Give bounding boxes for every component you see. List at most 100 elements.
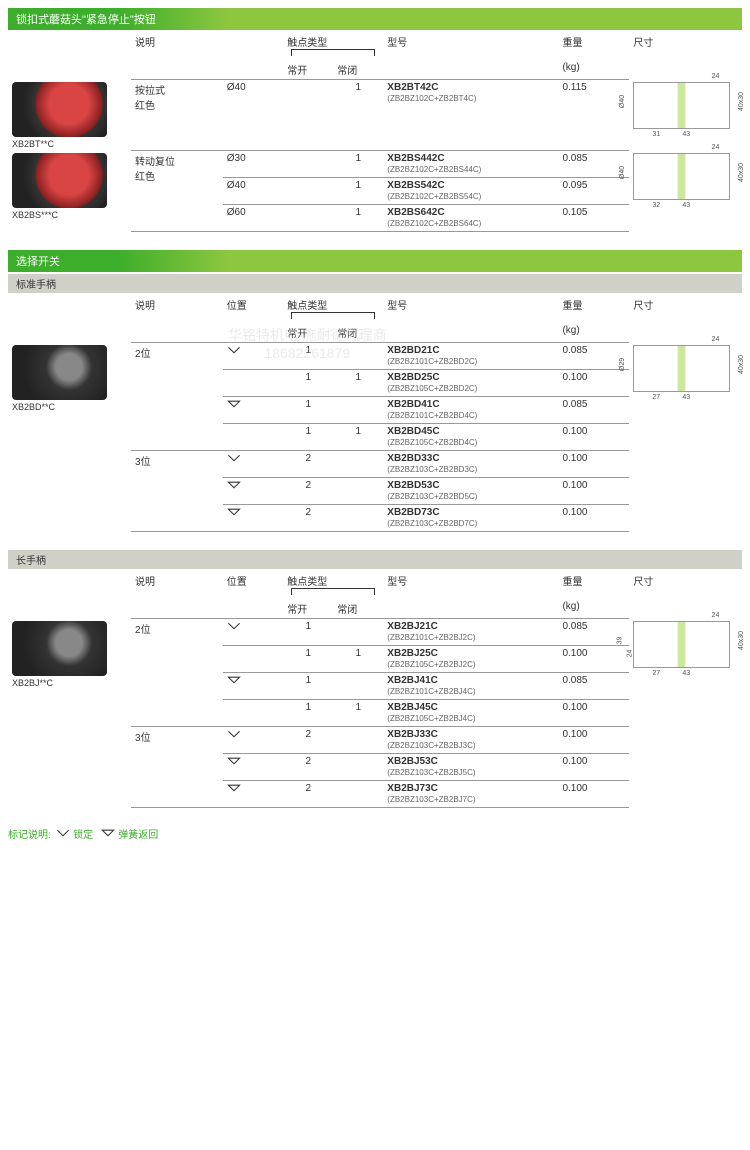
product-table: 说明 位置 触点类型 型号 重量 尺寸 常开 常闭 (kg) XB2BD**C2…: [8, 295, 742, 532]
no-cell: [283, 178, 333, 205]
section-subtitle: 长手柄: [8, 550, 742, 569]
desc-cell: 转动复位红色: [131, 151, 223, 232]
col-model: 型号: [383, 295, 558, 323]
nc-cell: [333, 343, 383, 370]
model-cell: XB2BJ45C(ZB2BZ105C+ZB2BJ4C): [383, 700, 558, 727]
no-cell: 1: [283, 424, 333, 451]
pos-cell: [223, 727, 283, 754]
no-cell: 2: [283, 727, 333, 754]
product-image: [12, 345, 107, 400]
model-cell: XB2BJ25C(ZB2BZ105C+ZB2BJ2C): [383, 646, 558, 673]
dimension-drawing: Ø40 32 43 24 40x30: [633, 153, 730, 200]
col-dim: 尺寸: [629, 295, 742, 323]
model-cell: XB2BJ21C(ZB2BZ101C+ZB2BJ2C): [383, 619, 558, 646]
dimension-drawing: Ø40 31 43 24 40x30: [633, 82, 730, 129]
no-cell: [283, 151, 333, 178]
weight-cell: 0.100: [558, 370, 629, 397]
model-cell: XB2BD73C(ZB2BZ103C+ZB2BD7C): [383, 505, 558, 532]
model-cell: XB2BJ41C(ZB2BZ101C+ZB2BJ4C): [383, 673, 558, 700]
no-cell: 1: [283, 646, 333, 673]
no-cell: 2: [283, 451, 333, 478]
weight-cell: 0.100: [558, 727, 629, 754]
desc-cell: 2位: [131, 343, 223, 451]
nc-cell: [333, 754, 383, 781]
col-no: 常开: [283, 599, 333, 619]
desc-cell: 按拉式红色: [131, 80, 223, 151]
spec-cell: Ø40: [223, 80, 283, 151]
col-model: 型号: [383, 32, 558, 60]
weight-cell: 0.100: [558, 478, 629, 505]
col-dim: 尺寸: [629, 32, 742, 60]
pos-cell: [223, 619, 283, 646]
product-code: XB2BT**C: [12, 139, 127, 149]
weight-cell: 0.100: [558, 646, 629, 673]
nc-cell: 1: [333, 700, 383, 727]
no-cell: 2: [283, 754, 333, 781]
weight-cell: 0.100: [558, 754, 629, 781]
nc-cell: 1: [333, 80, 383, 151]
model-cell: XB2BS642C(ZB2BZ102C+ZB2BS64C): [383, 205, 558, 232]
pos-cell: [223, 505, 283, 532]
table-row: XB2BD**C2位1XB2BD21C(ZB2BZ101C+ZB2BD2C)0.…: [8, 343, 742, 370]
col-weight: 重量: [558, 571, 629, 599]
col-model: 型号: [383, 571, 558, 599]
weight-cell: 0.085: [558, 397, 629, 424]
weight-cell: 0.115: [558, 80, 629, 151]
pos-cell: [223, 700, 283, 727]
model-cell: XB2BD21C(ZB2BZ101C+ZB2BD2C): [383, 343, 558, 370]
model-cell: XB2BD45C(ZB2BZ105C+ZB2BD4C): [383, 424, 558, 451]
weight-cell: 0.100: [558, 505, 629, 532]
model-cell: XB2BS442C(ZB2BZ102C+ZB2BS44C): [383, 151, 558, 178]
product-code: XB2BJ**C: [12, 678, 127, 688]
pos-cell: [223, 478, 283, 505]
col-contact: 触点类型: [283, 32, 383, 60]
desc-cell: 3位: [131, 727, 223, 808]
legend-label: 标记说明:: [8, 830, 51, 841]
weight-cell: 0.100: [558, 451, 629, 478]
no-cell: [283, 80, 333, 151]
nc-cell: 1: [333, 151, 383, 178]
no-cell: 1: [283, 619, 333, 646]
product-table: 说明 位置 触点类型 型号 重量 尺寸 常开 常闭 (kg) XB2BJ**C2…: [8, 571, 742, 808]
col-desc: 说明: [131, 295, 223, 323]
section-subtitle: 标准手柄: [8, 274, 742, 293]
no-cell: 2: [283, 781, 333, 808]
col-weight: 重量: [558, 32, 629, 60]
section: 长手柄 说明 位置 触点类型 型号 重量 尺寸 常开 常闭 (kg) XB2BJ…: [8, 550, 742, 808]
legend: 标记说明: 锁定 弹簧返回: [8, 826, 742, 841]
nc-cell: 1: [333, 646, 383, 673]
weight-cell: 0.085: [558, 673, 629, 700]
model-cell: XB2BJ33C(ZB2BZ103C+ZB2BJ3C): [383, 727, 558, 754]
table-row: 3位2XB2BJ33C(ZB2BZ103C+ZB2BJ3C)0.100: [8, 727, 742, 754]
col-dim: 尺寸: [629, 571, 742, 599]
weight-cell: 0.100: [558, 424, 629, 451]
model-cell: XB2BJ53C(ZB2BZ103C+ZB2BJ5C): [383, 754, 558, 781]
legend-lock: 锁定: [73, 830, 93, 841]
nc-cell: 1: [333, 178, 383, 205]
legend-spring: 弹簧返回: [118, 830, 158, 841]
nc-cell: 1: [333, 370, 383, 397]
weight-cell: 0.095: [558, 178, 629, 205]
col-nc: 常闭: [333, 60, 383, 80]
model-cell: XB2BS542C(ZB2BZ102C+ZB2BS54C): [383, 178, 558, 205]
pos-cell: [223, 343, 283, 370]
col-no: 常开: [283, 323, 333, 343]
pos-cell: [223, 646, 283, 673]
model-cell: XB2BJ73C(ZB2BZ103C+ZB2BJ7C): [383, 781, 558, 808]
dimension-drawing: Ø29 27 43 24 40x30: [633, 345, 730, 392]
pos-cell: [223, 397, 283, 424]
nc-cell: [333, 727, 383, 754]
spec-cell: Ø30: [223, 151, 283, 178]
nc-cell: [333, 478, 383, 505]
no-cell: 1: [283, 673, 333, 700]
col-desc: 说明: [131, 32, 223, 60]
col-weight-unit: (kg): [558, 323, 629, 343]
nc-cell: [333, 673, 383, 700]
no-cell: 1: [283, 700, 333, 727]
section: 锁扣式蘑菇头"紧急停止"按钮 说明 触点类型 型号 重量 尺寸 常开 常闭 (k…: [8, 8, 742, 232]
col-nc: 常闭: [333, 599, 383, 619]
weight-cell: 0.100: [558, 781, 629, 808]
product-table: 说明 触点类型 型号 重量 尺寸 常开 常闭 (kg) XB2BT**C按拉式红…: [8, 32, 742, 232]
table-row: XB2BS***C转动复位红色Ø301XB2BS442C(ZB2BZ102C+Z…: [8, 151, 742, 178]
spec-cell: Ø60: [223, 205, 283, 232]
